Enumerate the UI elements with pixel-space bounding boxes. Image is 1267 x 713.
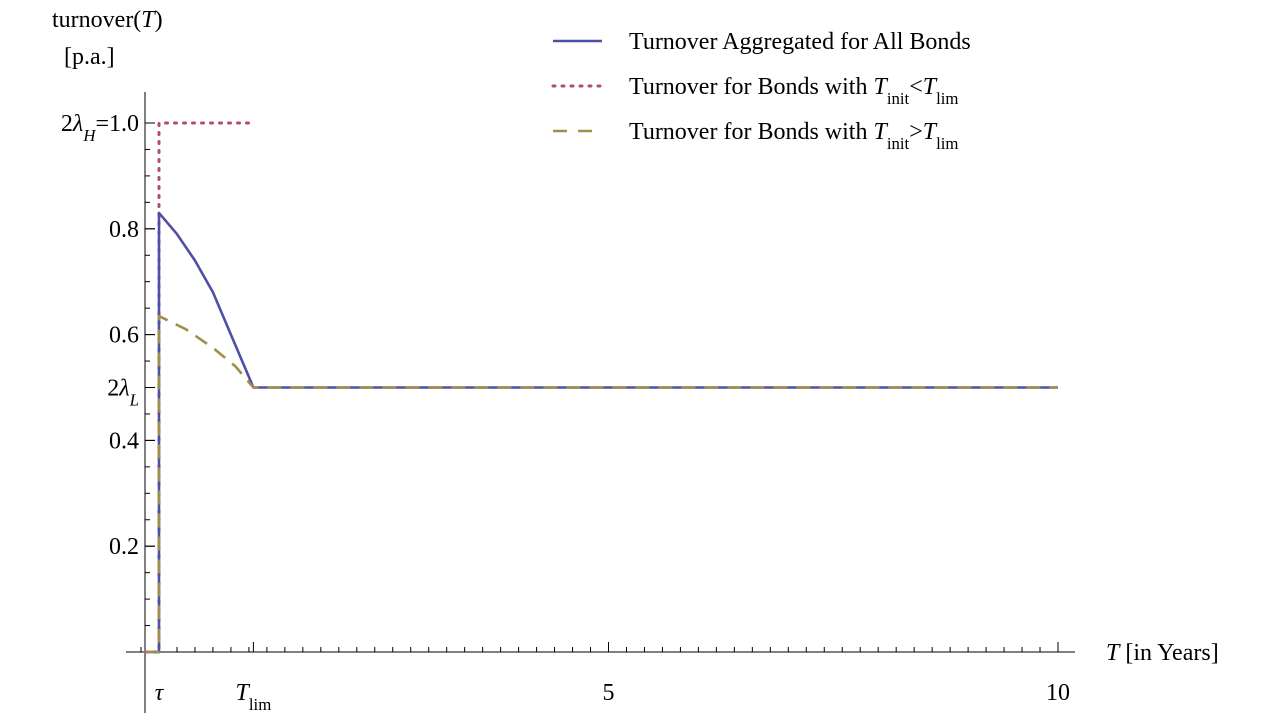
y-tick-label: 2λL — [107, 376, 139, 410]
legend-label-2: Turnover for Bonds with Tinit<Tlim — [629, 74, 959, 108]
y-tick-label: 2λH=1.0 — [61, 111, 139, 145]
y-tick-label: 0.8 — [109, 217, 139, 243]
legend-label-1: Turnover Aggregated for All Bonds — [629, 29, 971, 55]
y-tick-label: 0.6 — [109, 323, 139, 349]
series-line-3 — [145, 314, 1058, 654]
y-tick-label: 0.2 — [109, 534, 139, 560]
x-tick-label: 5 — [603, 680, 615, 706]
x-tick-label: Tlim — [236, 680, 272, 713]
y-axis-label: turnover(T) — [52, 7, 163, 33]
x-axis-label: T [in Years] — [1106, 640, 1219, 666]
y-tick-label: 0.4 — [109, 428, 139, 454]
legend: Turnover Aggregated for All Bonds Turnove… — [551, 29, 971, 153]
x-tick-label: τ — [155, 680, 165, 706]
y-axis-label-line1: turnover(T) — [52, 7, 163, 33]
x-tick-label: 10 — [1046, 680, 1070, 706]
legend-label-3: Turnover for Bonds with Tinit>Tlim — [629, 119, 959, 153]
y-axis-label-units: [p.a.] — [64, 44, 115, 70]
ticks: τ Tlim 5 10 0.2 0.4 2λL 0.6 0.8 2λH=1.0 — [61, 111, 1070, 713]
series-line-1 — [145, 211, 1058, 654]
series-group — [144, 121, 1058, 654]
axes — [126, 92, 1075, 713]
series-line-2 — [144, 121, 255, 654]
